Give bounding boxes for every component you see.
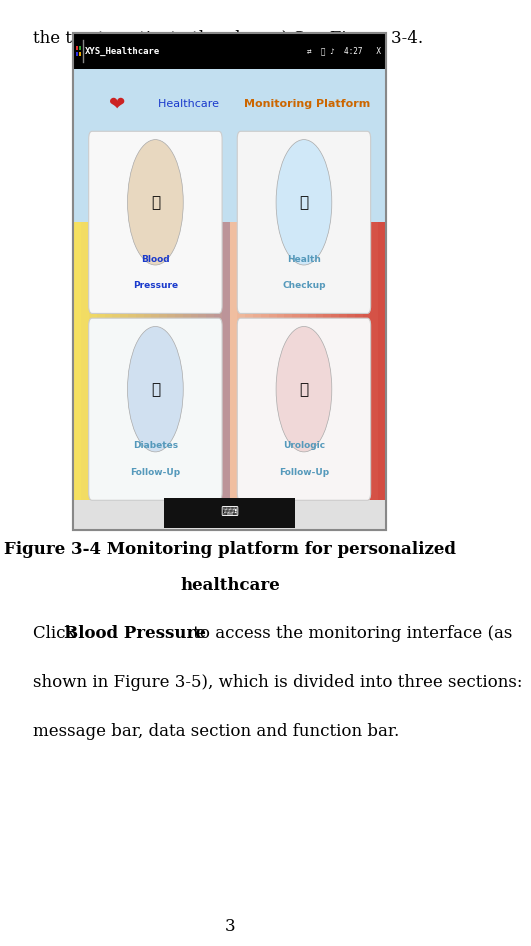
Text: healthcare: healthcare [181,577,280,594]
Text: Pressure: Pressure [133,281,178,290]
FancyBboxPatch shape [371,222,379,530]
Text: XYS_Healthcare: XYS_Healthcare [84,46,160,56]
FancyBboxPatch shape [339,222,347,530]
FancyBboxPatch shape [237,318,371,500]
FancyBboxPatch shape [261,222,269,530]
Text: ❤: ❤ [109,95,125,114]
FancyBboxPatch shape [73,222,82,530]
Text: Blood Pressure: Blood Pressure [64,624,205,641]
FancyBboxPatch shape [245,222,253,530]
Circle shape [127,326,183,452]
FancyBboxPatch shape [285,222,293,530]
FancyBboxPatch shape [81,222,89,530]
Text: Click: Click [33,624,81,641]
FancyBboxPatch shape [237,131,371,313]
FancyBboxPatch shape [128,222,136,530]
Text: 🫘: 🫘 [299,381,309,396]
Bar [73,500,386,530]
FancyBboxPatch shape [214,222,222,530]
Bar [76,46,78,50]
Bar [164,498,295,528]
FancyBboxPatch shape [199,222,207,530]
FancyBboxPatch shape [136,222,144,530]
FancyBboxPatch shape [347,222,355,530]
FancyBboxPatch shape [73,33,386,530]
FancyBboxPatch shape [300,222,309,530]
Text: Follow-Up: Follow-Up [279,468,329,477]
FancyBboxPatch shape [363,222,371,530]
FancyBboxPatch shape [167,222,175,530]
FancyBboxPatch shape [183,222,191,530]
FancyBboxPatch shape [355,222,363,530]
FancyBboxPatch shape [222,222,230,530]
Circle shape [276,326,332,452]
Bar [79,52,81,56]
Text: to access the monitoring interface (as: to access the monitoring interface (as [189,624,513,641]
FancyBboxPatch shape [378,222,387,530]
Text: Healthcare: Healthcare [158,99,222,109]
FancyBboxPatch shape [113,222,121,530]
FancyBboxPatch shape [120,222,129,530]
Text: Health: Health [287,254,321,264]
FancyBboxPatch shape [97,222,105,530]
FancyBboxPatch shape [159,222,168,530]
Text: Figure 3-4 Monitoring platform for personalized: Figure 3-4 Monitoring platform for perso… [4,541,457,558]
Bar [79,46,81,50]
FancyBboxPatch shape [315,222,324,530]
FancyBboxPatch shape [323,222,332,530]
FancyBboxPatch shape [277,222,285,530]
Text: Monitoring Platform: Monitoring Platform [244,99,370,109]
Text: ⌨: ⌨ [221,506,238,519]
Text: shown in Figure 3-5), which is divided into three sections:: shown in Figure 3-5), which is divided i… [33,674,523,691]
FancyBboxPatch shape [230,222,238,530]
FancyBboxPatch shape [253,222,261,530]
Bar [76,52,78,56]
Text: 🔵: 🔵 [151,381,160,396]
Text: Urologic: Urologic [283,442,325,450]
FancyBboxPatch shape [269,222,277,530]
Text: 3: 3 [225,918,236,935]
Text: message bar, data section and function bar.: message bar, data section and function b… [33,723,399,740]
FancyBboxPatch shape [89,222,97,530]
FancyBboxPatch shape [73,33,386,222]
Bar [73,33,386,69]
Text: Follow-Up: Follow-Up [130,468,181,477]
Circle shape [276,140,332,265]
FancyBboxPatch shape [191,222,199,530]
Text: Checkup: Checkup [282,281,326,290]
FancyBboxPatch shape [151,222,160,530]
Text: 🩺: 🩺 [151,195,160,210]
FancyBboxPatch shape [331,222,339,530]
Text: Diabetes: Diabetes [133,442,178,450]
FancyBboxPatch shape [206,222,215,530]
FancyBboxPatch shape [175,222,183,530]
FancyBboxPatch shape [89,131,222,313]
FancyBboxPatch shape [308,222,316,530]
Text: 🔍: 🔍 [299,195,309,210]
Text: ⇄  ⨙ ♪  4:27   X: ⇄ ⨙ ♪ 4:27 X [307,46,381,56]
FancyBboxPatch shape [144,222,152,530]
Text: the top to activate the phone.) See Figure 3-4.: the top to activate the phone.) See Figu… [33,30,423,47]
FancyBboxPatch shape [105,222,113,530]
Circle shape [127,140,183,265]
Text: Blood: Blood [141,254,170,264]
FancyBboxPatch shape [89,318,222,500]
FancyBboxPatch shape [237,222,246,530]
FancyBboxPatch shape [292,222,301,530]
